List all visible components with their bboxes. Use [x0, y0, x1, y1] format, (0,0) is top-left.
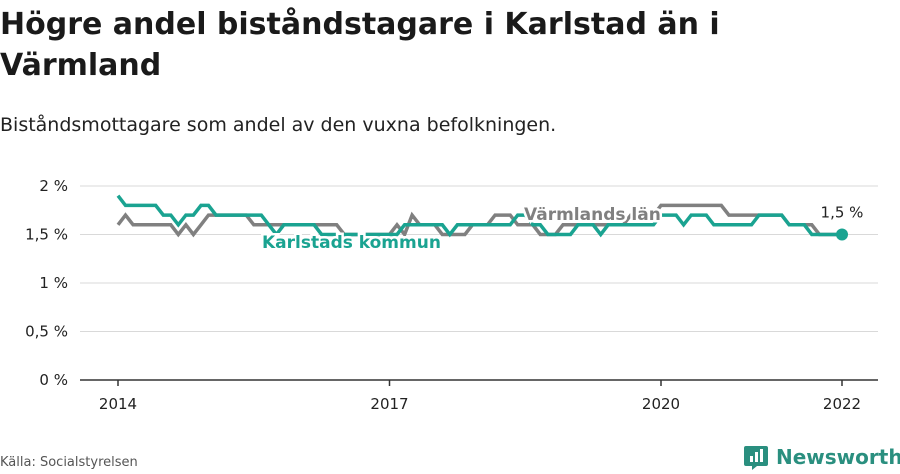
line-chart: 0 % 0,5 % 1 % 1,5 % 2 % 2014 2017 2020 2022 Värm…	[25, 177, 878, 413]
chart-grid: 0 % 0,5 % 1 % 1,5 % 2 % 2014 2017 2020 2022	[25, 177, 878, 413]
series-line-karlstads-kommun	[116, 194, 842, 238]
chart-series-labels: Värmlands län Karlstads kommun 1,5 %	[260, 203, 864, 256]
series-label-karlstad: Karlstads kommun	[262, 233, 441, 253]
x-tick-label: 2020	[642, 395, 680, 413]
series-label-varmland: Värmlands län	[524, 205, 661, 225]
bar-chart-logo-icon	[744, 446, 768, 470]
series-line-värmlands-län	[116, 203, 842, 239]
brand-logo: Newsworthy	[744, 442, 900, 472]
end-point-marker	[836, 228, 848, 241]
y-tick-label: 1 %	[39, 274, 68, 292]
source-note: Källa: Socialstyrelsen	[0, 455, 138, 470]
chart-subtitle: Biståndsmottagare som andel av den vuxna…	[0, 114, 557, 136]
y-tick-label: 2 %	[39, 177, 68, 195]
y-tick-label: 0 %	[39, 371, 68, 389]
y-tick-label: 1,5 %	[25, 226, 68, 244]
x-tick-label: 2022	[823, 395, 861, 413]
brand-name: Newsworthy	[776, 445, 900, 469]
x-tick-label: 2017	[370, 395, 408, 413]
end-value-label: 1,5 %	[821, 204, 864, 222]
chart-title: Högre andel biståndstagare i Karlstad än…	[0, 7, 720, 83]
y-tick-label: 0,5 %	[25, 323, 68, 341]
x-tick-label: 2014	[99, 395, 137, 413]
chart-series	[116, 194, 842, 239]
